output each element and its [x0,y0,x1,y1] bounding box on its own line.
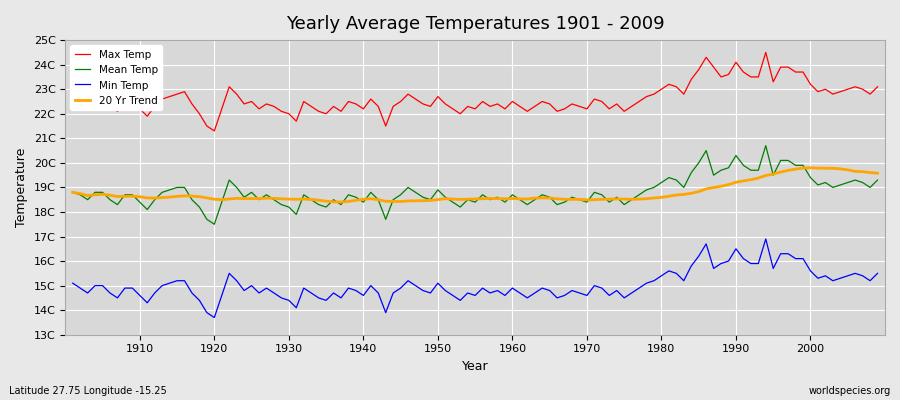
Mean Temp [507,192,517,197]
Min Temp [515,290,526,295]
Text: Latitude 27.75 Longitude -15.25: Latitude 27.75 Longitude -15.25 [9,386,166,396]
Max Temp [872,84,883,89]
Min Temp [604,293,615,298]
Title: Yearly Average Temperatures 1901 - 2009: Yearly Average Temperatures 1901 - 2009 [286,15,664,33]
Min Temp [760,236,771,241]
Max Temp [68,92,78,96]
Mean Temp [209,222,220,227]
Line: Mean Temp: Mean Temp [73,146,878,224]
Max Temp [515,104,526,109]
20 Yr Trend [336,200,346,204]
Text: worldspecies.org: worldspecies.org [809,386,891,396]
Y-axis label: Temperature: Temperature [15,148,28,227]
Min Temp [209,315,220,320]
Mean Temp [68,190,78,195]
Mean Temp [872,178,883,182]
Max Temp [507,99,517,104]
Max Temp [127,99,138,104]
20 Yr Trend [604,197,615,202]
Max Temp [209,128,220,133]
Max Temp [760,50,771,55]
Line: Min Temp: Min Temp [73,239,878,318]
Line: 20 Yr Trend: 20 Yr Trend [73,168,878,202]
Mean Temp [298,192,309,197]
Max Temp [604,106,615,111]
20 Yr Trend [507,196,517,201]
20 Yr Trend [343,199,354,204]
Mean Temp [604,200,615,204]
20 Yr Trend [806,165,816,170]
20 Yr Trend [127,194,138,198]
Min Temp [507,286,517,290]
Legend: Max Temp, Mean Temp, Min Temp, 20 Yr Trend: Max Temp, Mean Temp, Min Temp, 20 Yr Tre… [70,45,162,110]
Max Temp [298,99,309,104]
Min Temp [298,286,309,290]
Mean Temp [343,192,354,197]
20 Yr Trend [291,197,302,202]
Mean Temp [515,197,526,202]
20 Yr Trend [68,190,78,195]
Min Temp [68,281,78,286]
Min Temp [872,271,883,276]
X-axis label: Year: Year [462,360,489,373]
Mean Temp [127,192,138,197]
20 Yr Trend [515,196,526,201]
Min Temp [343,286,354,290]
Max Temp [343,99,354,104]
Mean Temp [760,143,771,148]
Line: Max Temp: Max Temp [73,52,878,131]
Min Temp [127,286,138,290]
20 Yr Trend [872,171,883,176]
